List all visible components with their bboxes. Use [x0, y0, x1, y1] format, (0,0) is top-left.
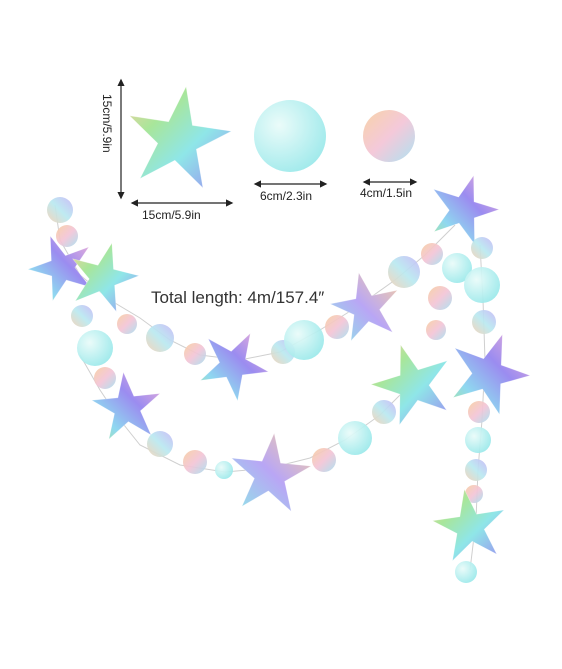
- circle-piece: [94, 367, 116, 389]
- circle-piece: [254, 100, 326, 172]
- circle-piece: [184, 343, 206, 365]
- circle-piece: [465, 427, 491, 453]
- circle-piece: [471, 237, 493, 259]
- circle-piece: [47, 197, 73, 223]
- circle-piece: [147, 431, 173, 457]
- circle-piece: [56, 225, 78, 247]
- circle-piece: [455, 561, 477, 583]
- circle-piece: [464, 267, 500, 303]
- circle-piece: [468, 401, 490, 423]
- circle-piece: [372, 400, 396, 424]
- circle-piece: [363, 110, 415, 162]
- circle-piece: [146, 324, 174, 352]
- circle-piece: [338, 421, 372, 455]
- arrow-head: [130, 199, 139, 207]
- starfish-piece: [91, 371, 161, 440]
- arrow-head: [117, 191, 125, 200]
- starfish-piece: [200, 333, 269, 401]
- circle-piece: [284, 320, 324, 360]
- star-height-label: 15cm/5.9in: [100, 94, 114, 153]
- circle-piece: [325, 315, 349, 339]
- starfish-piece: [329, 272, 398, 341]
- starfish-piece: [452, 334, 531, 415]
- circle-piece: [426, 320, 446, 340]
- circle-piece: [117, 314, 137, 334]
- arrow-head: [117, 78, 125, 87]
- starfish-piece: [432, 489, 505, 561]
- starfish-piece: [27, 235, 91, 301]
- small-circle-label: 4cm/1.5in: [360, 186, 413, 200]
- total-length-label: Total length: 4m/157.4″: [151, 288, 325, 307]
- circle-piece: [215, 461, 233, 479]
- circle-piece: [388, 256, 420, 288]
- circle-piece: [71, 305, 93, 327]
- starfish-piece: [433, 175, 500, 245]
- circle-piece: [77, 330, 113, 366]
- starfish-piece: [370, 344, 448, 426]
- arrow-head: [225, 199, 234, 207]
- starfish-piece: [129, 86, 232, 189]
- circle-piece: [183, 450, 207, 474]
- circle-piece: [428, 286, 452, 310]
- star-width-label: 15cm/5.9in: [142, 208, 201, 222]
- circle-piece: [465, 459, 487, 481]
- arrow-head: [253, 180, 262, 188]
- circle-piece: [442, 253, 472, 283]
- starfish-piece: [231, 432, 312, 512]
- circle-piece: [472, 310, 496, 334]
- circle-piece: [312, 448, 336, 472]
- arrow-head: [362, 178, 371, 186]
- starfish-piece: [72, 242, 140, 312]
- arrow-head: [409, 178, 418, 186]
- big-circle-label: 6cm/2.3in: [260, 189, 313, 203]
- arrow-head: [319, 180, 328, 188]
- circle-piece: [421, 243, 443, 265]
- circle-piece: [465, 485, 483, 503]
